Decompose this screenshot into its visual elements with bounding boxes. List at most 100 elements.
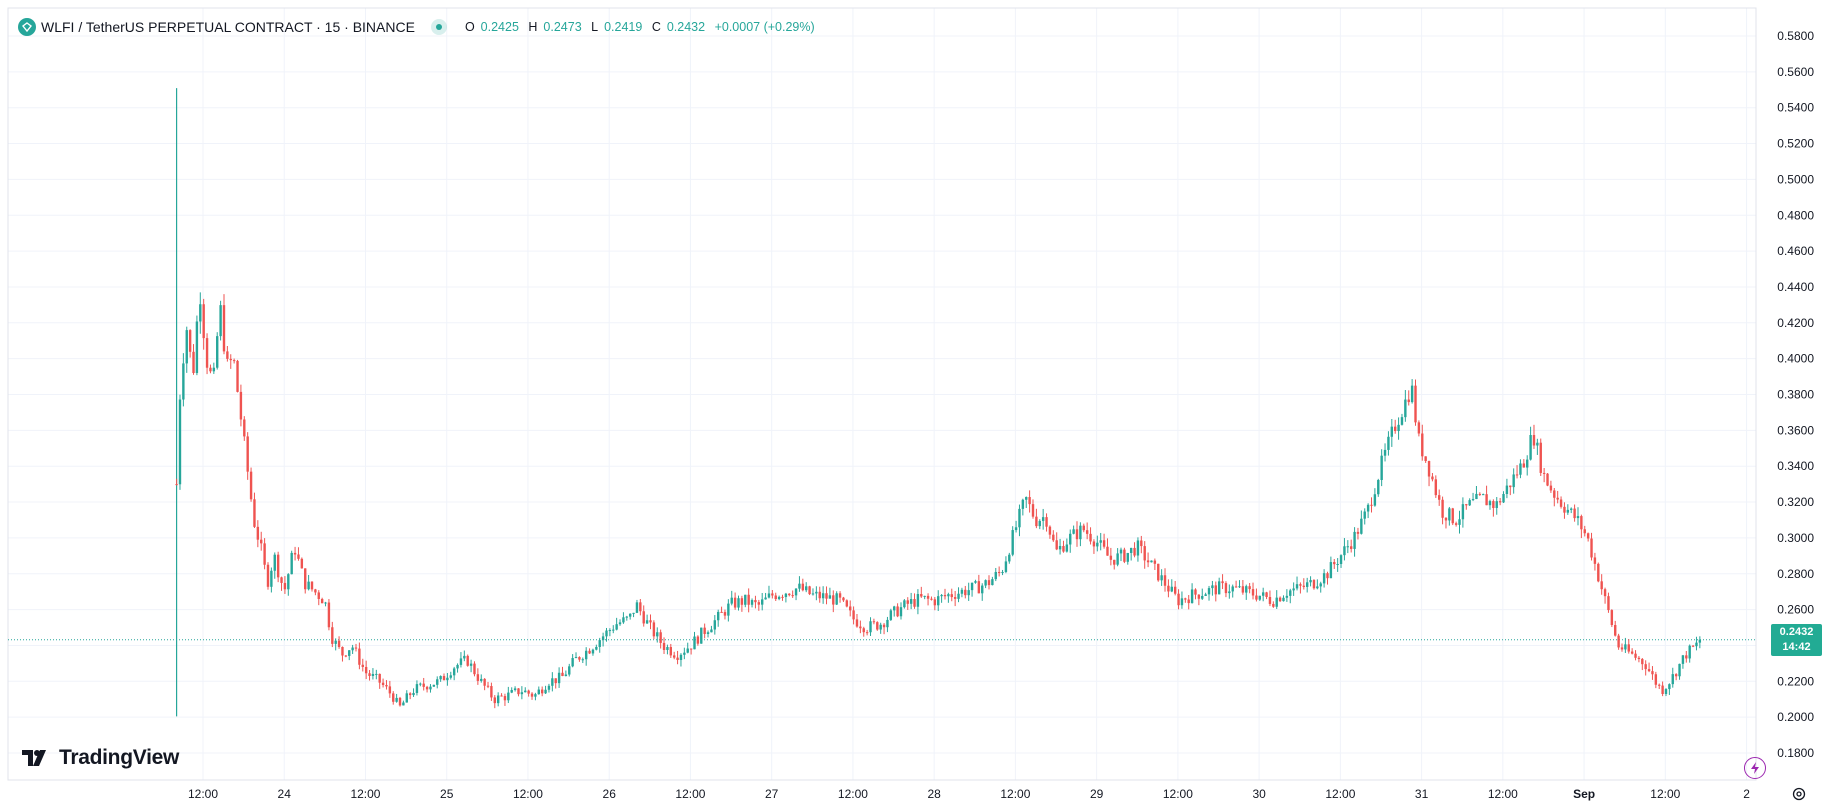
candle <box>716 609 720 627</box>
time-axis-labels: 12:00 24 12:00 25 12:00 26 12:00 27 12:00 28 12:00… <box>188 787 1750 801</box>
candle-body <box>987 580 991 586</box>
candle-body <box>1146 560 1150 563</box>
candle-body <box>1580 516 1583 530</box>
candle-body <box>547 685 551 690</box>
candle-body <box>1336 563 1339 565</box>
candle-body <box>618 622 622 625</box>
candle <box>635 599 639 614</box>
candle-body <box>1482 494 1485 496</box>
wlfi-symbol-icon[interactable] <box>18 18 36 36</box>
candle-body <box>1045 517 1048 527</box>
candle-body <box>740 598 744 605</box>
candle <box>1417 420 1421 437</box>
candle <box>415 680 419 696</box>
symbol-title[interactable]: WLFI / TetherUS PERPETUAL CONTRACT · 15 … <box>41 19 415 35</box>
candle-body <box>1644 664 1647 670</box>
candle-body <box>659 632 662 643</box>
candle <box>1620 643 1624 652</box>
candle-body <box>1512 474 1515 488</box>
candle <box>290 550 293 575</box>
candle <box>1173 580 1177 596</box>
candle <box>913 593 916 609</box>
candle <box>1031 499 1035 519</box>
candle <box>1146 552 1150 568</box>
candle <box>276 551 280 583</box>
candle <box>1698 636 1702 649</box>
candle-body <box>1431 476 1434 480</box>
legend-header: WLFI / TetherUS PERPETUAL CONTRACT · 15 … <box>18 17 815 37</box>
close-label: C <box>651 20 661 34</box>
candle-body <box>937 596 940 606</box>
candle-body <box>1353 531 1356 549</box>
y-tick-label: 0.5200 <box>1777 137 1814 151</box>
candle <box>1133 542 1136 558</box>
candle-body <box>774 595 777 600</box>
candle-body <box>202 304 205 339</box>
market-status-icon[interactable] <box>430 19 447 35</box>
candle-body <box>1278 597 1282 602</box>
candle-body <box>1207 588 1211 595</box>
candle <box>916 589 920 615</box>
candle <box>849 600 852 617</box>
candle-body <box>1536 442 1539 446</box>
candle <box>1129 547 1133 561</box>
candle-body <box>395 697 398 702</box>
candle-body <box>513 688 517 691</box>
candle-body <box>1180 598 1184 606</box>
candle-body <box>1329 562 1333 579</box>
y-tick-label: 0.2200 <box>1777 674 1814 688</box>
candle-body <box>297 554 300 559</box>
candle-body <box>1671 674 1674 685</box>
candle <box>1075 521 1079 547</box>
candle <box>1400 413 1404 426</box>
candle-body <box>1583 529 1586 534</box>
candle <box>439 675 442 682</box>
candle <box>361 658 364 672</box>
candle-body <box>1607 596 1610 611</box>
candle-body <box>1647 669 1651 672</box>
candle-body <box>1465 504 1468 506</box>
candle <box>1278 596 1282 603</box>
candle-body <box>1414 385 1417 423</box>
candle-body <box>1370 504 1373 506</box>
candle <box>530 692 534 700</box>
candle-body <box>1427 461 1431 477</box>
candle <box>1187 595 1190 610</box>
candle <box>666 644 669 655</box>
candle <box>185 326 188 373</box>
candle-body <box>1492 501 1495 508</box>
low-value: 0.2419 <box>604 20 643 34</box>
candle-body <box>683 652 686 655</box>
candle-body <box>595 646 598 650</box>
candle <box>578 656 581 662</box>
candle <box>1177 589 1180 610</box>
candle-body <box>1079 525 1082 540</box>
candle-body <box>771 593 774 596</box>
settings-icon[interactable] <box>1791 786 1807 802</box>
x-tick-label: 26 <box>603 787 617 801</box>
candle-body <box>1542 472 1546 474</box>
candle <box>1624 637 1627 653</box>
candle <box>1072 525 1075 535</box>
candle <box>747 588 750 613</box>
candle <box>1546 473 1549 487</box>
candle <box>1058 538 1062 555</box>
candle-body <box>923 595 926 597</box>
lightning-icon[interactable] <box>1744 757 1766 779</box>
candle-body <box>815 591 818 594</box>
candle-body <box>337 640 341 647</box>
candle <box>446 672 449 686</box>
candle <box>1316 579 1319 590</box>
candle-body <box>1197 594 1201 599</box>
candle <box>1647 662 1651 673</box>
tradingview-logo[interactable]: TradingView <box>22 746 179 770</box>
candle <box>984 579 987 589</box>
candle-body <box>290 552 293 575</box>
candle <box>1373 488 1377 507</box>
candle <box>1448 506 1451 526</box>
candle <box>1180 591 1184 609</box>
y-tick-label: 0.5000 <box>1777 172 1814 186</box>
candle-body <box>439 676 442 680</box>
